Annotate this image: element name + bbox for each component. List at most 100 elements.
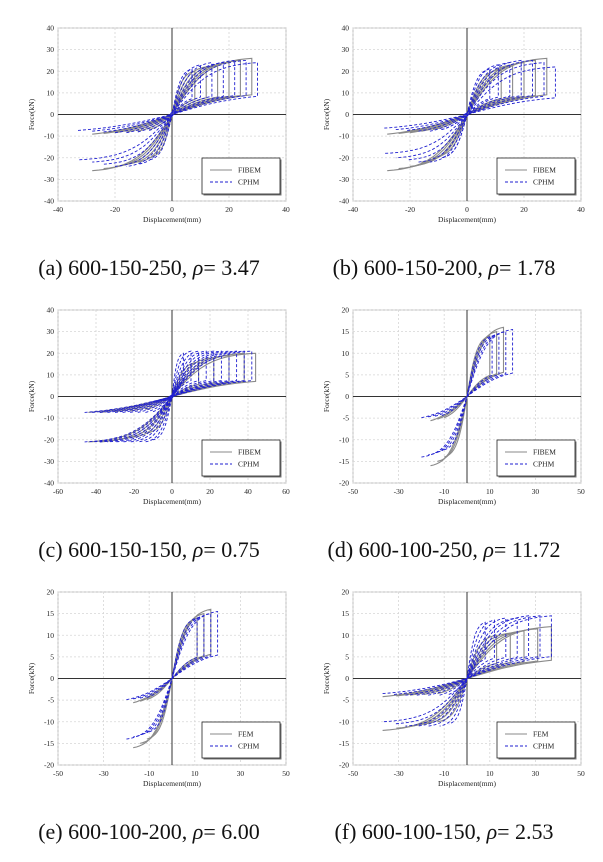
x-tick-label: -10 [144, 769, 154, 778]
legend-label: FIBEM [238, 166, 261, 175]
y-tick-label: 20 [342, 306, 350, 315]
y-tick-label: 15 [342, 609, 350, 618]
y-tick-label: 30 [47, 327, 55, 336]
series-cphm-loop [429, 62, 511, 163]
y-tick-label: 20 [47, 588, 55, 597]
legend-label: CPHM [238, 460, 260, 469]
series-cphm-loop [441, 335, 493, 452]
legend-box [201, 157, 281, 195]
y-tick-label: -40 [44, 197, 54, 206]
x-axis-label: Displacement(mm) [143, 779, 201, 788]
panel-caption: (f) 600-100-150, ρ= 2.53 [299, 819, 589, 845]
series-fem-loop [423, 632, 511, 725]
caption-id: (e) 600-100-200, [38, 819, 193, 844]
legend-label: FEM [238, 730, 254, 739]
y-tick-label: -20 [44, 153, 54, 162]
legend: FIBEM CPHM [201, 157, 282, 196]
panel-f: -50 -30 -10 10 30 50 -20 -15 -10 -5 0 5 10 15 20 Displa… [299, 582, 589, 862]
y-tick-label: 5 [345, 652, 349, 661]
x-axis-label: Displacement(mm) [438, 497, 496, 506]
series-cphm-loop [84, 350, 253, 443]
caption-symbol: ρ [483, 537, 494, 562]
series-cphm-loop [152, 352, 184, 441]
y-tick-label: -40 [339, 197, 349, 206]
y-tick-label: 10 [342, 349, 350, 358]
caption-id: (f) 600-100-150, [334, 819, 487, 844]
y-tick-label: 40 [47, 24, 55, 33]
x-tick-label: 40 [244, 487, 252, 496]
legend-box [496, 439, 576, 477]
legend-box [496, 157, 576, 195]
caption-value: = 6.00 [203, 819, 260, 844]
series-cphm-loop [103, 59, 236, 165]
series-cphm-loop [77, 62, 258, 161]
x-tick-label: -50 [53, 769, 63, 778]
caption-id: (a) 600-150-250, [38, 255, 193, 280]
panel-caption: (b) 600-150-200, ρ= 1.78 [299, 255, 589, 281]
caption-symbol: ρ [192, 255, 204, 280]
series-fibem-loop [149, 70, 196, 159]
series-fibem-loop [409, 61, 525, 167]
x-tick-label: 30 [532, 769, 540, 778]
caption-value: = 11.72 [493, 537, 561, 562]
x-axis-label: Displacement(mm) [438, 779, 496, 788]
y-tick-label: 15 [342, 327, 350, 336]
series-cphm-loop [122, 350, 215, 443]
legend: FEM CPHM [201, 721, 282, 760]
x-tick-label: 0 [170, 205, 174, 214]
caption-id: (c) 600-150-150, [38, 537, 193, 562]
x-tick-label: -20 [405, 205, 415, 214]
y-tick-label: 10 [47, 88, 55, 97]
y-tick-label: 20 [342, 67, 350, 76]
series-cphm-loop [137, 350, 200, 443]
legend: FIBEM CPHM [496, 157, 577, 196]
panel-caption: (d) 600-100-250, ρ= 11.72 [299, 537, 589, 563]
caption-id: (d) 600-100-250, [327, 537, 484, 562]
caption-symbol: ρ [192, 537, 204, 562]
y-tick-label: 30 [47, 45, 55, 54]
y-tick-label: -5 [343, 696, 349, 705]
x-tick-label: 0 [465, 205, 469, 214]
x-tick-label: 40 [577, 205, 585, 214]
series-cphm-loop [114, 62, 224, 167]
series-cphm-loop [130, 350, 207, 443]
y-tick-label: 10 [342, 631, 350, 640]
y-tick-label: 40 [47, 306, 55, 315]
y-tick-label: 30 [342, 45, 350, 54]
y-tick-label: 0 [345, 110, 349, 119]
series-cphm-loop [418, 59, 522, 163]
y-tick-label: -10 [339, 132, 349, 141]
panel-e: -50 -30 -10 10 30 50 -20 -15 -10 -5 0 5 10 15 20 Displa… [4, 582, 294, 862]
series-cphm-loop [382, 615, 552, 723]
x-tick-label: 50 [282, 769, 290, 778]
legend-box [201, 721, 281, 759]
series-cphm-loop [434, 333, 500, 454]
series-fibem-loop [437, 330, 498, 462]
y-tick-label: 0 [50, 110, 54, 119]
legend-label: FIBEM [533, 448, 556, 457]
y-tick-label: -20 [339, 153, 349, 162]
caption-symbol: ρ [488, 255, 499, 280]
y-tick-label: -10 [44, 132, 54, 141]
y-axis-label: Force(kN) [27, 662, 36, 694]
panel-a: -40 -20 0 20 40 -40 -30 -20 -10 0 10 20 30 40 Displace… [4, 18, 294, 298]
series-cphm-loop [114, 350, 222, 443]
series-fem-loop [437, 634, 498, 723]
legend-box [496, 721, 576, 759]
x-tick-label: 10 [486, 769, 494, 778]
panel-d: -50 -30 -10 10 30 50 -20 -15 -10 -5 0 5 10 15 20 Displa… [299, 300, 589, 580]
series-cphm-loop [149, 68, 193, 161]
series-fibem-loop [443, 335, 491, 458]
y-tick-label: 40 [342, 24, 350, 33]
series-cphm-loop [384, 66, 556, 154]
x-tick-label: 20 [225, 205, 233, 214]
x-tick-label: -10 [439, 769, 449, 778]
x-tick-label: 30 [532, 487, 540, 496]
y-axis-label: Force(kN) [322, 98, 331, 130]
x-tick-label: -30 [394, 487, 404, 496]
series-cphm-loop [139, 615, 205, 736]
x-tick-label: 60 [282, 487, 290, 496]
x-tick-label: -30 [394, 769, 404, 778]
series-cphm-loop [107, 350, 230, 443]
y-tick-label: -5 [48, 696, 54, 705]
